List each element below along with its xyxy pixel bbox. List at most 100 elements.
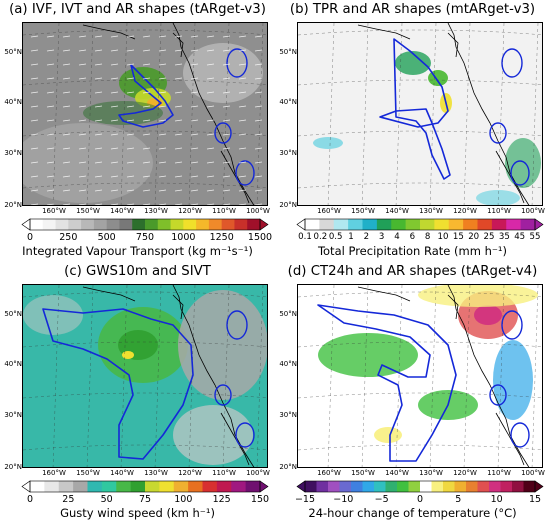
colorbar-tick-label: 55 xyxy=(529,232,541,242)
latitude-label: 30°N xyxy=(4,411,22,419)
flux-arrow xyxy=(222,203,231,205)
flux-arrow xyxy=(142,77,151,80)
longitude-gridline xyxy=(154,23,162,205)
flux-arrow xyxy=(174,105,183,108)
flux-arrow xyxy=(190,203,199,205)
flux-arrow xyxy=(142,119,151,122)
flux-arrow xyxy=(206,133,215,136)
latitude-label: 40°N xyxy=(4,360,22,368)
colorbar-segment xyxy=(106,219,120,230)
map-canvas xyxy=(23,23,267,205)
colorbar-segment xyxy=(477,481,490,492)
flux-arrow xyxy=(110,203,119,205)
colorbar-tick-label: 0 xyxy=(416,494,424,505)
colorbar-segment xyxy=(333,219,349,230)
colorbar-segment xyxy=(119,219,133,230)
colorbar-segment xyxy=(170,219,184,230)
flux-arrow xyxy=(238,175,247,178)
flux-arrow xyxy=(174,161,183,164)
ar-shape-outline xyxy=(235,422,255,448)
map-background xyxy=(298,23,542,205)
flux-arrow xyxy=(46,147,55,150)
colorbar-segment xyxy=(420,481,432,492)
colorbar-segment xyxy=(247,219,261,230)
latitude-gridline xyxy=(23,182,267,189)
flux-arrow xyxy=(190,35,199,38)
colorbar-segment xyxy=(523,481,536,492)
flux-arrow xyxy=(158,161,167,164)
field-patch xyxy=(374,427,402,443)
flux-arrow xyxy=(174,203,183,205)
flux-arrow xyxy=(94,189,103,192)
coastline xyxy=(82,24,136,40)
flux-arrow xyxy=(254,77,263,80)
colorbar-segment xyxy=(431,481,444,492)
flux-arrow xyxy=(94,133,103,136)
flux-arrow xyxy=(190,147,199,150)
flux-arrow xyxy=(46,119,55,122)
latitude-gridline xyxy=(23,341,267,348)
map-canvas xyxy=(298,23,542,205)
longitude-label: 130°W xyxy=(419,207,443,215)
flux-arrow xyxy=(78,175,87,178)
colorbar-tick-label: 50 xyxy=(100,494,113,505)
colorbar-segment xyxy=(145,219,159,230)
longitude-gridline xyxy=(395,23,403,205)
coastline xyxy=(447,294,459,320)
latitude-gridline xyxy=(23,444,267,451)
flux-arrow xyxy=(190,175,199,178)
colorbar-segment xyxy=(116,481,132,492)
ar-shape-outline xyxy=(118,64,174,128)
latitude-gridline xyxy=(298,29,542,36)
flux-arrow xyxy=(78,77,87,80)
flux-arrow xyxy=(142,147,151,150)
latitude-label: 50°N xyxy=(4,310,22,318)
colorbar-segment xyxy=(81,219,95,230)
flux-arrow xyxy=(46,77,55,80)
flux-arrow xyxy=(238,147,247,150)
flux-arrow xyxy=(238,77,247,80)
flux-arrow xyxy=(174,189,183,192)
colorbar-extend-right xyxy=(259,480,269,493)
colorbar-tick-label: 1250 xyxy=(209,232,234,243)
flux-arrow xyxy=(254,189,263,192)
longitude-gridline xyxy=(86,285,94,467)
flux-arrow xyxy=(46,175,55,178)
colorbar-segment xyxy=(73,481,88,492)
flux-arrow xyxy=(222,119,231,122)
colorbar-segment xyxy=(351,481,363,492)
flux-arrow xyxy=(110,49,119,52)
flux-arrow xyxy=(238,49,247,52)
flux-arrow xyxy=(126,147,135,150)
colorbar-segment xyxy=(489,481,501,492)
ar-shape-outline xyxy=(501,48,523,78)
flux-arrow xyxy=(238,203,247,205)
flux-arrow xyxy=(62,175,71,178)
colorbar-tick-label: −15 xyxy=(294,494,316,505)
longitude-gridline xyxy=(52,23,60,205)
flux-arrow xyxy=(78,119,87,122)
colorbar-tick-label: 6 xyxy=(409,232,416,242)
field-patch xyxy=(395,51,431,75)
flux-arrow xyxy=(62,189,71,192)
colorbar-segment xyxy=(466,481,478,492)
latitude-label: 40°N xyxy=(279,360,297,368)
panel-a: (a) IVF, IVT and AR shapes (tARget-v3) 50… xyxy=(0,0,275,262)
latitude-label: 50°N xyxy=(279,48,297,56)
flux-arrow xyxy=(78,63,87,66)
longitude-gridline xyxy=(361,23,369,205)
colorbar-segment xyxy=(512,481,524,492)
longitude-gridline xyxy=(256,285,264,467)
colorbar-tick-label: 0 xyxy=(26,494,34,505)
flux-arrow xyxy=(126,203,135,205)
colorbar-tick-label: 250 xyxy=(59,232,78,243)
latitude-gridline xyxy=(298,182,542,189)
flux-arrow xyxy=(62,91,71,94)
flux-arrow xyxy=(30,35,39,38)
longitude-gridline xyxy=(497,23,505,205)
flux-arrow xyxy=(190,49,199,52)
flux-arrow xyxy=(110,147,119,150)
flux-arrow xyxy=(158,203,167,205)
latitude-label: 40°N xyxy=(279,98,297,106)
flux-arrow xyxy=(238,119,247,122)
